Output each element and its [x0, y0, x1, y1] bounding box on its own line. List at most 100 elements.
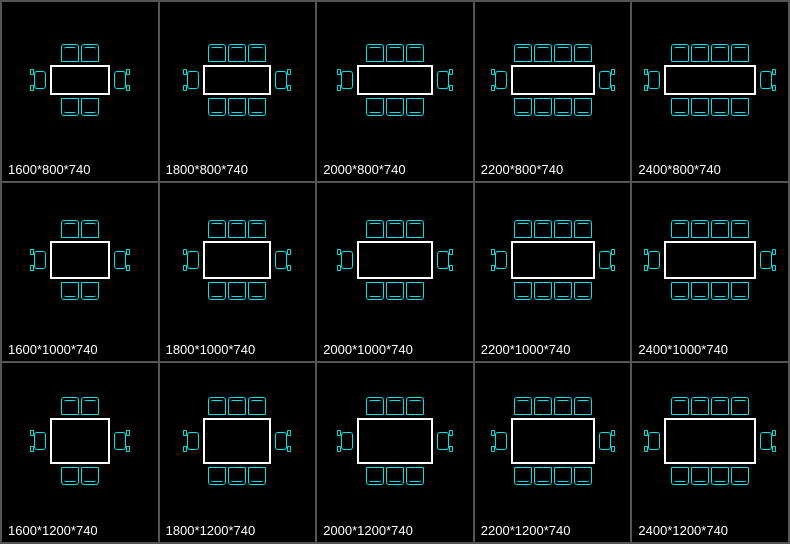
end-chair-icon	[32, 249, 46, 271]
chair-icon	[81, 220, 99, 238]
chair-icon	[406, 98, 424, 116]
chair-icon	[386, 282, 404, 300]
chair-icon	[554, 282, 572, 300]
chair-icon	[406, 220, 424, 238]
table-diagram	[160, 183, 316, 339]
chair-icon	[61, 282, 79, 300]
chair-icon	[711, 282, 729, 300]
end-chair-icon	[275, 249, 289, 271]
end-chair-icon	[114, 249, 128, 271]
chair-icon	[514, 44, 532, 62]
table-cell: 1800*1000*740	[159, 182, 317, 363]
chair-icon	[366, 467, 384, 485]
end-chair-icon	[185, 69, 199, 91]
table-rect	[664, 65, 756, 95]
table-cell: 1600*1000*740	[1, 182, 159, 363]
table-cell: 2000*800*740	[316, 1, 474, 182]
table-diagram	[632, 363, 788, 519]
chair-icon	[534, 397, 552, 415]
table-diagram	[475, 2, 631, 158]
chair-icon	[208, 467, 226, 485]
chair-icon	[711, 467, 729, 485]
dimension-label: 1800*1200*740	[160, 519, 316, 542]
chair-icon	[61, 98, 79, 116]
dimension-label: 2000*1200*740	[317, 519, 473, 542]
table-rect	[511, 241, 595, 279]
dimension-label: 1600*1200*740	[2, 519, 158, 542]
chair-icon	[81, 98, 99, 116]
chair-icon	[248, 220, 266, 238]
chair-icon	[514, 282, 532, 300]
chair-icon	[248, 44, 266, 62]
dimension-label: 1800*800*740	[160, 158, 316, 181]
table-diagram	[317, 363, 473, 519]
end-chair-icon	[437, 430, 451, 452]
table-diagram	[632, 2, 788, 158]
end-chair-icon	[32, 430, 46, 452]
chair-icon	[81, 282, 99, 300]
chair-icon	[514, 467, 532, 485]
chair-icon	[574, 397, 592, 415]
chair-icon	[554, 467, 572, 485]
table-cell: 1800*1200*740	[159, 362, 317, 543]
chair-icon	[574, 467, 592, 485]
table-rect	[203, 241, 271, 279]
chair-icon	[248, 98, 266, 116]
table-rect	[357, 65, 433, 95]
table-cell: 1600*800*740	[1, 1, 159, 182]
chair-icon	[671, 467, 689, 485]
end-chair-icon	[185, 430, 199, 452]
chair-icon	[691, 397, 709, 415]
dimension-label: 2200*1000*740	[475, 338, 631, 361]
table-rect	[357, 241, 433, 279]
chair-icon	[406, 467, 424, 485]
end-chair-icon	[339, 249, 353, 271]
table-diagram	[2, 183, 158, 339]
table-cell: 2400*1000*740	[631, 182, 789, 363]
chair-icon	[208, 98, 226, 116]
table-rect	[511, 418, 595, 464]
chair-icon	[248, 282, 266, 300]
chair-icon	[228, 98, 246, 116]
chair-icon	[691, 467, 709, 485]
end-chair-icon	[493, 430, 507, 452]
table-rect	[203, 418, 271, 464]
chair-icon	[574, 44, 592, 62]
chair-icon	[514, 397, 532, 415]
chair-icon	[386, 220, 404, 238]
chair-icon	[534, 220, 552, 238]
chair-icon	[574, 98, 592, 116]
end-chair-icon	[185, 249, 199, 271]
chair-icon	[711, 98, 729, 116]
chair-icon	[534, 98, 552, 116]
chair-icon	[81, 397, 99, 415]
end-chair-icon	[646, 69, 660, 91]
chair-icon	[534, 44, 552, 62]
end-chair-icon	[493, 249, 507, 271]
dimension-label: 1800*1000*740	[160, 338, 316, 361]
chair-icon	[228, 397, 246, 415]
table-diagram	[317, 2, 473, 158]
chair-icon	[61, 397, 79, 415]
table-cell: 2000*1200*740	[316, 362, 474, 543]
table-cell: 1600*1200*740	[1, 362, 159, 543]
table-size-grid: 1600*800*7401800*800*7402000*800*740 2200…	[0, 0, 790, 544]
chair-icon	[366, 397, 384, 415]
end-chair-icon	[339, 69, 353, 91]
chair-icon	[671, 44, 689, 62]
chair-icon	[671, 98, 689, 116]
chair-icon	[366, 98, 384, 116]
table-cell: 1800*800*740	[159, 1, 317, 182]
chair-icon	[731, 397, 749, 415]
end-chair-icon	[275, 69, 289, 91]
chair-icon	[554, 397, 572, 415]
chair-icon	[554, 44, 572, 62]
chair-icon	[248, 397, 266, 415]
chair-icon	[731, 98, 749, 116]
table-rect	[664, 418, 756, 464]
end-chair-icon	[646, 430, 660, 452]
chair-icon	[731, 220, 749, 238]
chair-icon	[731, 467, 749, 485]
chair-icon	[711, 397, 729, 415]
chair-icon	[386, 467, 404, 485]
